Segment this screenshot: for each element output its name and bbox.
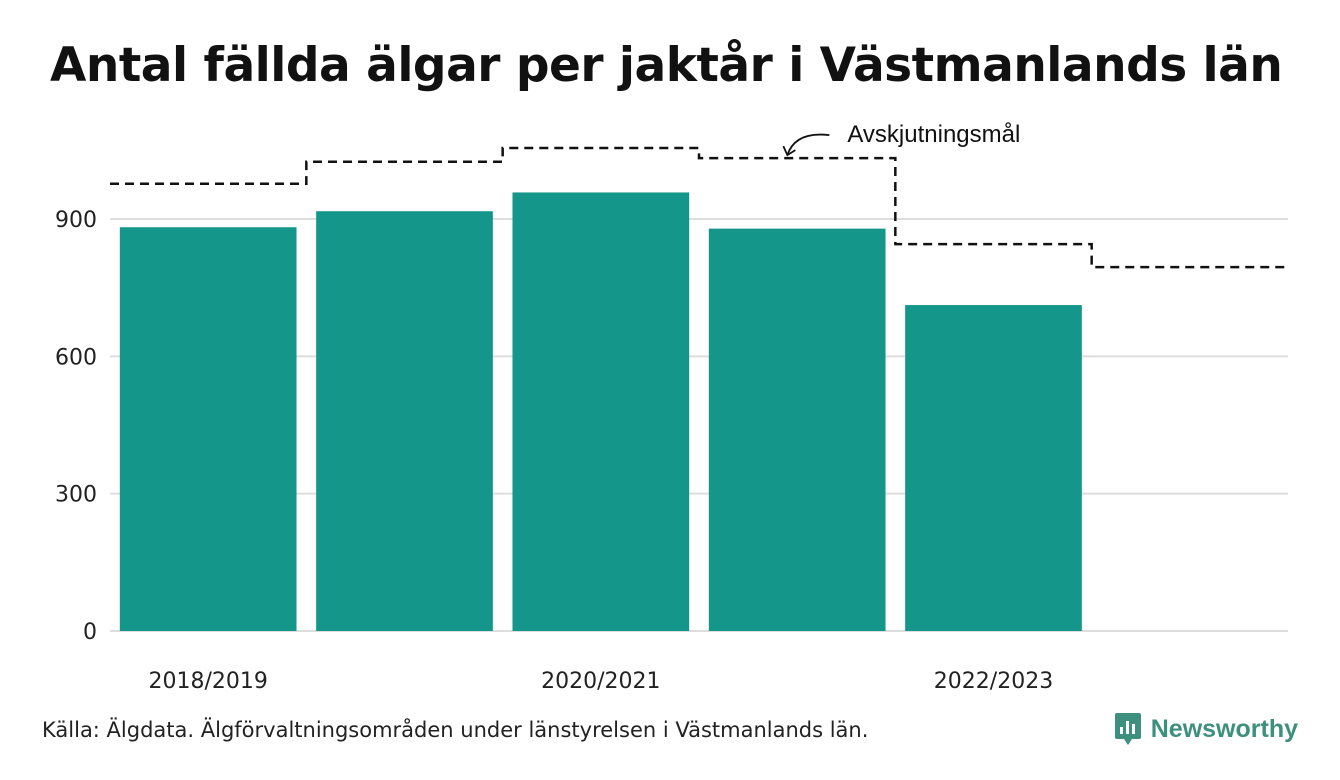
x-tick-label: 2022/2023 (934, 669, 1053, 694)
brand-name: Newsworthy (1150, 714, 1298, 743)
x-tick-label: 2020/2021 (541, 669, 660, 694)
y-tick-label: 300 (55, 483, 97, 508)
chart-title: Antal fällda älgar per jaktår i Västmanl… (50, 38, 1283, 93)
y-tick-label: 900 (55, 208, 97, 233)
y-tick-label: 0 (83, 620, 97, 645)
bar (905, 305, 1082, 631)
annotation-arrow (786, 133, 830, 156)
brand-logo: Newsworthy (1113, 712, 1298, 746)
y-tick-label: 600 (55, 345, 97, 370)
bar (512, 192, 690, 631)
bar (316, 211, 493, 631)
x-tick-label: 2018/2019 (148, 669, 267, 694)
bar (708, 228, 886, 631)
annotation-arrowhead (782, 145, 796, 157)
source-note: Källa: Älgdata. Älgförvaltningsområden u… (42, 718, 869, 742)
bar (119, 227, 297, 632)
newsworthy-logo-icon (1114, 713, 1141, 745)
target-step-line (110, 146, 1288, 269)
annotation-label: Avskjutningsmål (847, 121, 1020, 148)
bar-chart: 0 300 600 900 2018/2019 2020/2021 2022/2023 Avs… (55, 121, 1288, 694)
